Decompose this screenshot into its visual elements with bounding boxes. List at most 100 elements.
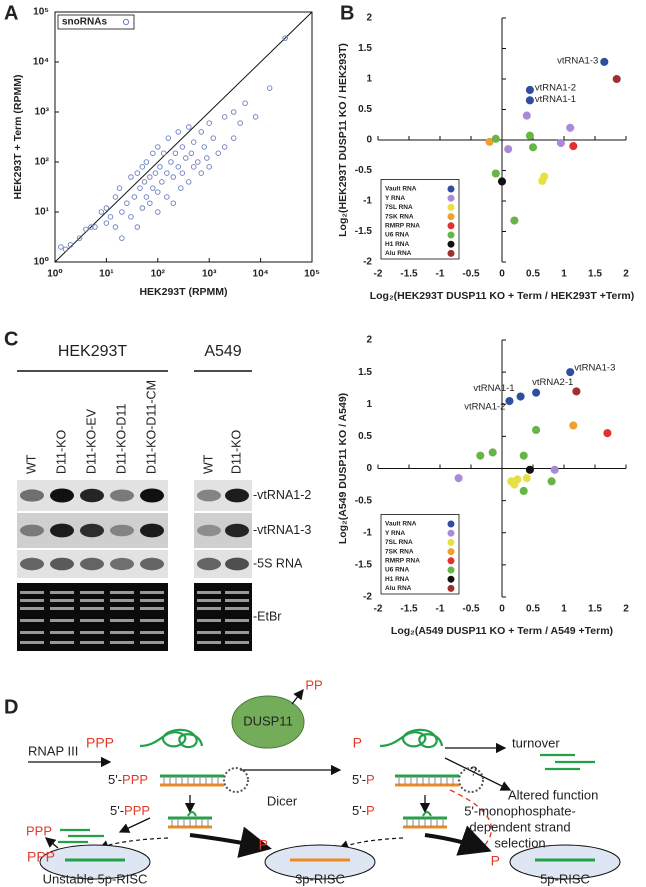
point xyxy=(150,185,156,191)
x-tick-label: -1 xyxy=(436,269,445,280)
lane-label: D11-KO xyxy=(229,429,243,474)
legend-marker xyxy=(447,213,455,221)
point xyxy=(164,194,170,200)
point-label: vtRNA1-2 xyxy=(464,402,505,413)
point-label: vtRNA1-1 xyxy=(535,94,576,105)
legend-label: snoRNAs xyxy=(62,17,107,28)
point-label: vtRNA1-1 xyxy=(473,383,514,394)
point xyxy=(550,465,559,474)
x-tick-label: 0 xyxy=(499,269,505,280)
x-tick-label: 10³ xyxy=(202,269,217,280)
x-tick-label: 10⁴ xyxy=(253,269,269,280)
legend-marker xyxy=(447,185,455,193)
point xyxy=(188,150,195,156)
point xyxy=(175,129,182,135)
point xyxy=(210,135,217,141)
phosphate-label: 5'-PPP xyxy=(108,772,148,787)
gel-band xyxy=(197,641,221,644)
phosphate-tag: P xyxy=(259,837,268,853)
y-tick-label: 0 xyxy=(366,463,372,474)
point xyxy=(178,185,184,191)
y-tick-label: 0.5 xyxy=(358,431,372,442)
legend-marker xyxy=(447,529,455,537)
gel-band xyxy=(80,607,104,610)
point xyxy=(150,150,156,156)
gel-band xyxy=(80,591,104,594)
point xyxy=(103,220,110,226)
panel-label: B xyxy=(340,2,354,24)
point xyxy=(147,174,153,180)
tag: PPP xyxy=(122,772,148,787)
x-tick-label: 10⁰ xyxy=(47,269,63,280)
blot-band xyxy=(80,557,104,571)
point xyxy=(221,144,228,150)
gel-band xyxy=(140,641,164,644)
blot-row xyxy=(17,583,168,651)
point xyxy=(62,246,69,252)
legend-box xyxy=(380,178,460,260)
blot-row xyxy=(194,583,252,651)
tag: PPP xyxy=(124,803,150,818)
legend-marker xyxy=(447,249,455,257)
point xyxy=(76,235,83,241)
label: RNAP III xyxy=(28,743,78,758)
blot-band xyxy=(50,488,74,503)
blot-band xyxy=(80,523,104,538)
x-tick-label: 2 xyxy=(623,269,629,280)
gel-band xyxy=(225,631,249,634)
point xyxy=(237,120,243,126)
gel-band xyxy=(110,619,134,622)
point xyxy=(282,35,288,41)
legend-marker xyxy=(447,566,455,574)
phosphate-tag: P xyxy=(491,853,500,869)
point xyxy=(88,224,94,230)
point xyxy=(58,244,64,250)
point xyxy=(157,164,163,170)
point xyxy=(206,164,212,170)
point-label: vtRNA1-2 xyxy=(535,82,576,93)
panel-label: C xyxy=(4,328,18,350)
x-tick-label: 0.5 xyxy=(526,269,540,280)
y-tick-label: -1 xyxy=(363,527,372,538)
point xyxy=(116,185,123,191)
point xyxy=(497,177,507,186)
y-tick-label: 10¹ xyxy=(35,207,50,218)
point xyxy=(131,194,138,200)
point xyxy=(107,214,114,220)
point xyxy=(504,145,513,154)
point xyxy=(165,135,172,141)
point xyxy=(143,194,150,200)
x-tick-label: 2 xyxy=(623,604,629,615)
legend-label: 7SK RNA xyxy=(385,213,414,220)
point xyxy=(566,368,575,377)
point xyxy=(532,388,541,397)
legend-marker xyxy=(447,222,455,230)
tag: P xyxy=(366,803,375,818)
gel-band xyxy=(20,619,44,622)
point xyxy=(519,451,528,460)
legend-marker xyxy=(447,194,455,202)
y-tick-label: 0.5 xyxy=(358,104,372,115)
y-tick-label: 1 xyxy=(366,74,372,85)
point xyxy=(175,164,182,170)
legend-label: H1 RNA xyxy=(385,576,410,583)
x-tick-label: 10⁵ xyxy=(304,269,320,280)
gel-band xyxy=(140,607,164,610)
point xyxy=(112,194,119,200)
point xyxy=(119,209,125,215)
gel-band xyxy=(110,631,134,634)
x-axis-label: Log₂(HEK293T DUSP11 KO + Term / HEK293T … xyxy=(370,290,635,302)
point xyxy=(505,396,514,406)
point xyxy=(204,155,210,161)
point xyxy=(190,164,197,170)
blot-band xyxy=(50,523,74,538)
point xyxy=(185,179,192,185)
phosphate-label: 5'-P xyxy=(352,803,375,818)
point xyxy=(572,387,581,396)
gel-band xyxy=(20,599,44,602)
point xyxy=(221,114,228,120)
legend-marker xyxy=(447,240,455,248)
y-tick-label: 10⁴ xyxy=(33,57,49,68)
legend-marker xyxy=(447,584,455,592)
phosphate-tag: PPP xyxy=(26,823,52,838)
